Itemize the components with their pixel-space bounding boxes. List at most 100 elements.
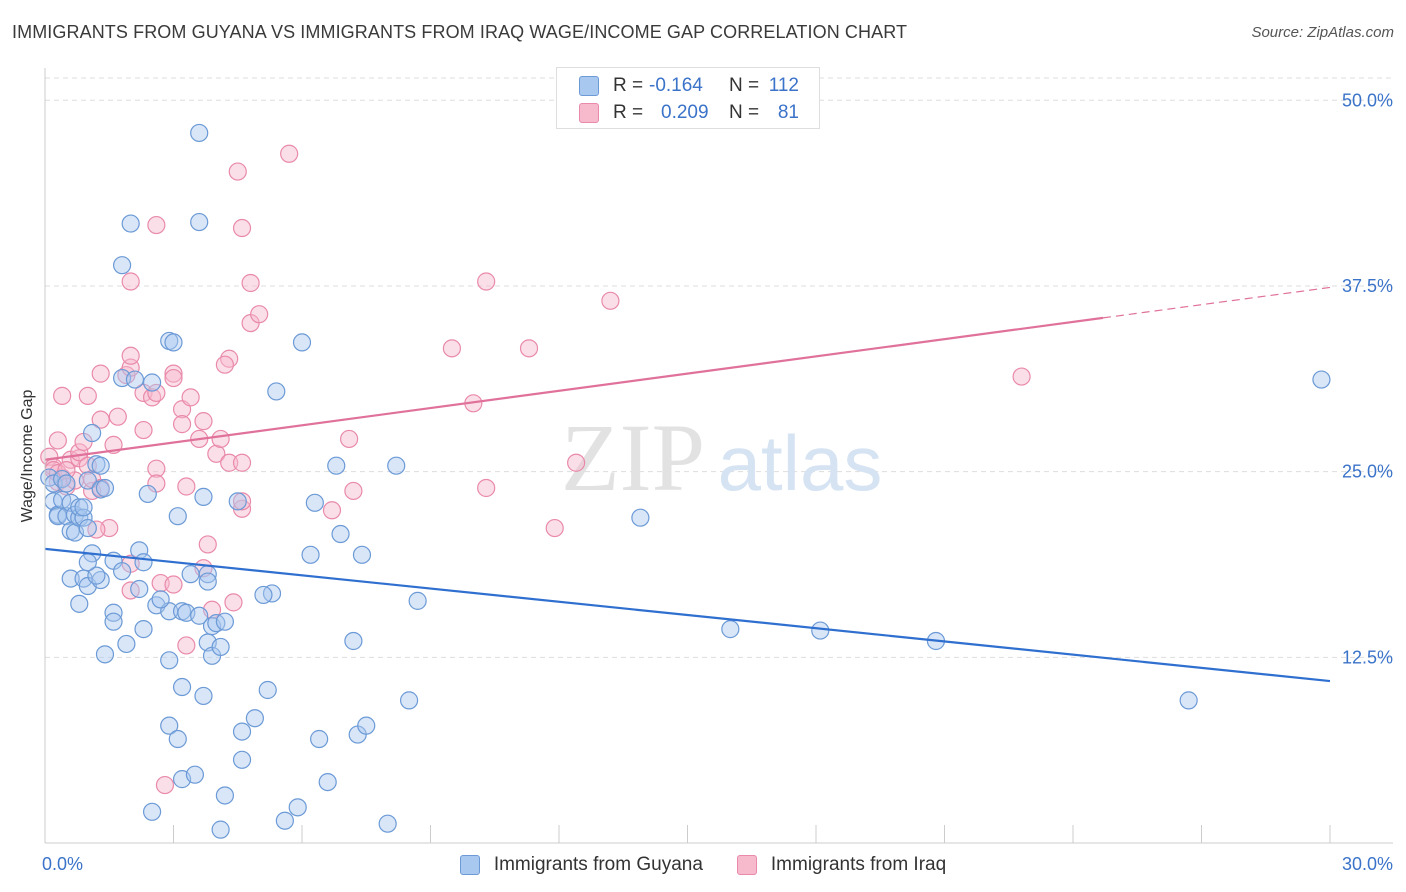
guyana-point [357, 716, 376, 735]
guyana-point [344, 631, 363, 651]
guyana-point [310, 729, 329, 749]
guyana-point [78, 553, 97, 572]
iraq-point [340, 429, 359, 449]
guyana-point [288, 798, 307, 817]
guyana-point [327, 456, 346, 475]
iraq-point [198, 535, 217, 554]
guyana-point [83, 423, 102, 443]
trend-line-iraq [44, 316, 1104, 461]
legend-n-value-guyana: 112 [768, 75, 799, 96]
iraq-point [177, 477, 196, 496]
iraq-point [1012, 367, 1031, 386]
guyana-point [130, 579, 149, 599]
iraq-point [134, 420, 153, 440]
iraq-point [344, 481, 363, 501]
iraq-point [232, 218, 252, 238]
guyana-point [387, 456, 406, 475]
guyana-point [70, 594, 89, 613]
trend-line-iraq-extension [1102, 286, 1331, 319]
iraq-point [567, 453, 586, 472]
legend-n-label: N = [729, 102, 760, 123]
guyana-point [1312, 370, 1331, 389]
guyana-point [61, 569, 80, 588]
iraq-point [147, 459, 166, 478]
guyana-point [164, 333, 183, 352]
guyana-point [228, 492, 247, 511]
legend-r-label: R = [613, 75, 644, 96]
series-legend: Immigrants from Guyana Immigrants from I… [0, 850, 1406, 880]
guyana-point [211, 637, 230, 657]
iraq-point [181, 388, 200, 407]
iraq-point [177, 636, 196, 655]
guyana-point [245, 709, 264, 728]
guyana-point [142, 373, 162, 392]
guyana-point [215, 786, 234, 805]
legend-n-label: N = [729, 75, 760, 96]
legend-n-value-iraq: 81 [777, 102, 799, 123]
iraq-point [241, 273, 260, 293]
guyana-point [721, 619, 740, 639]
guyana-point [211, 820, 230, 839]
iraq-point [545, 518, 564, 538]
guyana-point [185, 765, 205, 784]
guyana-point [631, 508, 650, 527]
x-tick-label: 0.0% [42, 854, 83, 874]
legend-row-iraq: R = 0.209 N = 81 [579, 100, 799, 126]
guyana-point [232, 750, 252, 769]
guyana-point [74, 508, 93, 527]
guyana-point [194, 686, 213, 706]
legend-swatch-iraq [579, 103, 599, 123]
iraq-point [477, 272, 496, 291]
iraq-point [442, 339, 462, 358]
guyana-point [1179, 691, 1198, 710]
guyana-point [198, 572, 217, 591]
y-tick-label: 37.5% [1342, 276, 1393, 296]
iraq-point [57, 461, 76, 480]
guyana-point [258, 680, 277, 700]
guyana-point [138, 484, 157, 504]
iraq-point [194, 412, 213, 431]
axes: 12.5% 25.0% 37.5% 50.0% 0.0% 30.0% [42, 68, 1393, 874]
guyana-point [78, 518, 97, 538]
guyana-point [112, 256, 132, 275]
guyana-point [331, 524, 350, 544]
guyana-point [121, 214, 140, 233]
guyana-point [190, 212, 209, 232]
iraq-point [172, 415, 192, 434]
legend-item-guyana[interactable]: Immigrants from Guyana [459, 854, 703, 876]
watermark-atlas: atlas [718, 419, 883, 507]
iraq-point [224, 593, 243, 612]
guyana-point [811, 621, 830, 640]
iraq-point [215, 355, 234, 374]
iraq-point [121, 272, 140, 291]
guyana-point [194, 487, 213, 506]
guyana-point [91, 456, 110, 475]
iraq-point [155, 775, 175, 795]
guyana-point [378, 814, 397, 833]
chart-source: Source: ZipAtlas.com [1251, 24, 1394, 41]
iraq-point [477, 478, 496, 498]
guyana-point [104, 612, 123, 631]
iraq-point [601, 291, 620, 310]
guyana-point [95, 645, 115, 664]
legend-item-iraq[interactable]: Immigrants from Iraq [736, 854, 947, 876]
iraq-point [164, 368, 183, 388]
guyana-point [408, 591, 427, 610]
iraq-point [232, 492, 252, 511]
trend-line-guyana [44, 547, 1331, 683]
legend-label-guyana: Immigrants from Guyana [493, 854, 703, 875]
iraq-point [121, 346, 140, 365]
guyana-point [160, 716, 179, 735]
iraq-point [519, 339, 539, 358]
iraq-point [250, 305, 269, 324]
guyana-point [151, 590, 170, 609]
guyana-point [112, 562, 132, 581]
stats-legend: R = -0.164 N = 112 R = 0.209 N = 81 [556, 67, 820, 129]
guyana-point [134, 619, 153, 639]
guyana-point [267, 382, 286, 401]
iraq-point [322, 501, 342, 520]
legend-swatch-iraq [736, 855, 757, 875]
legend-label-iraq: Immigrants from Iraq [770, 854, 947, 875]
legend-swatch-guyana [459, 855, 480, 875]
iraq-point [164, 575, 183, 594]
